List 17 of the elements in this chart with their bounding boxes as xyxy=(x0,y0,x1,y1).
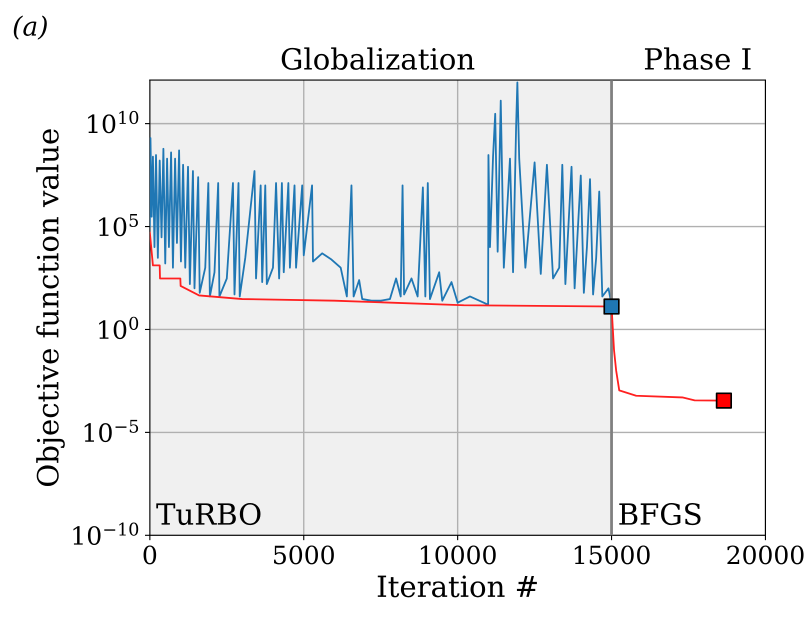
x-axis-title: Iteration # xyxy=(378,575,537,598)
annotation: TuRBO xyxy=(156,503,260,526)
y-tick-label: 10$^{5}$ xyxy=(99,214,138,236)
x-tick-label: 0 xyxy=(144,545,156,564)
text: Globalization xyxy=(282,47,474,70)
y-tick-label: 10$^{10}$ xyxy=(88,110,138,134)
text: Phase I xyxy=(644,47,751,70)
x-tick-label: 5000 xyxy=(274,545,334,564)
x-tick-label: 20000 xyxy=(727,545,804,564)
x-tick-label: 10000 xyxy=(420,545,496,564)
y-axis-title: Objective function value xyxy=(36,129,65,486)
text: (a) xyxy=(14,16,47,40)
y-tick-label: 10$^{−10}$ xyxy=(73,522,138,545)
annotation: BFGS xyxy=(619,503,701,526)
x-tick-label: 15000 xyxy=(574,545,650,564)
y-tick-label: 10$^{−5}$ xyxy=(84,420,138,442)
y-tick-label: 10$^{0}$ xyxy=(99,316,138,340)
